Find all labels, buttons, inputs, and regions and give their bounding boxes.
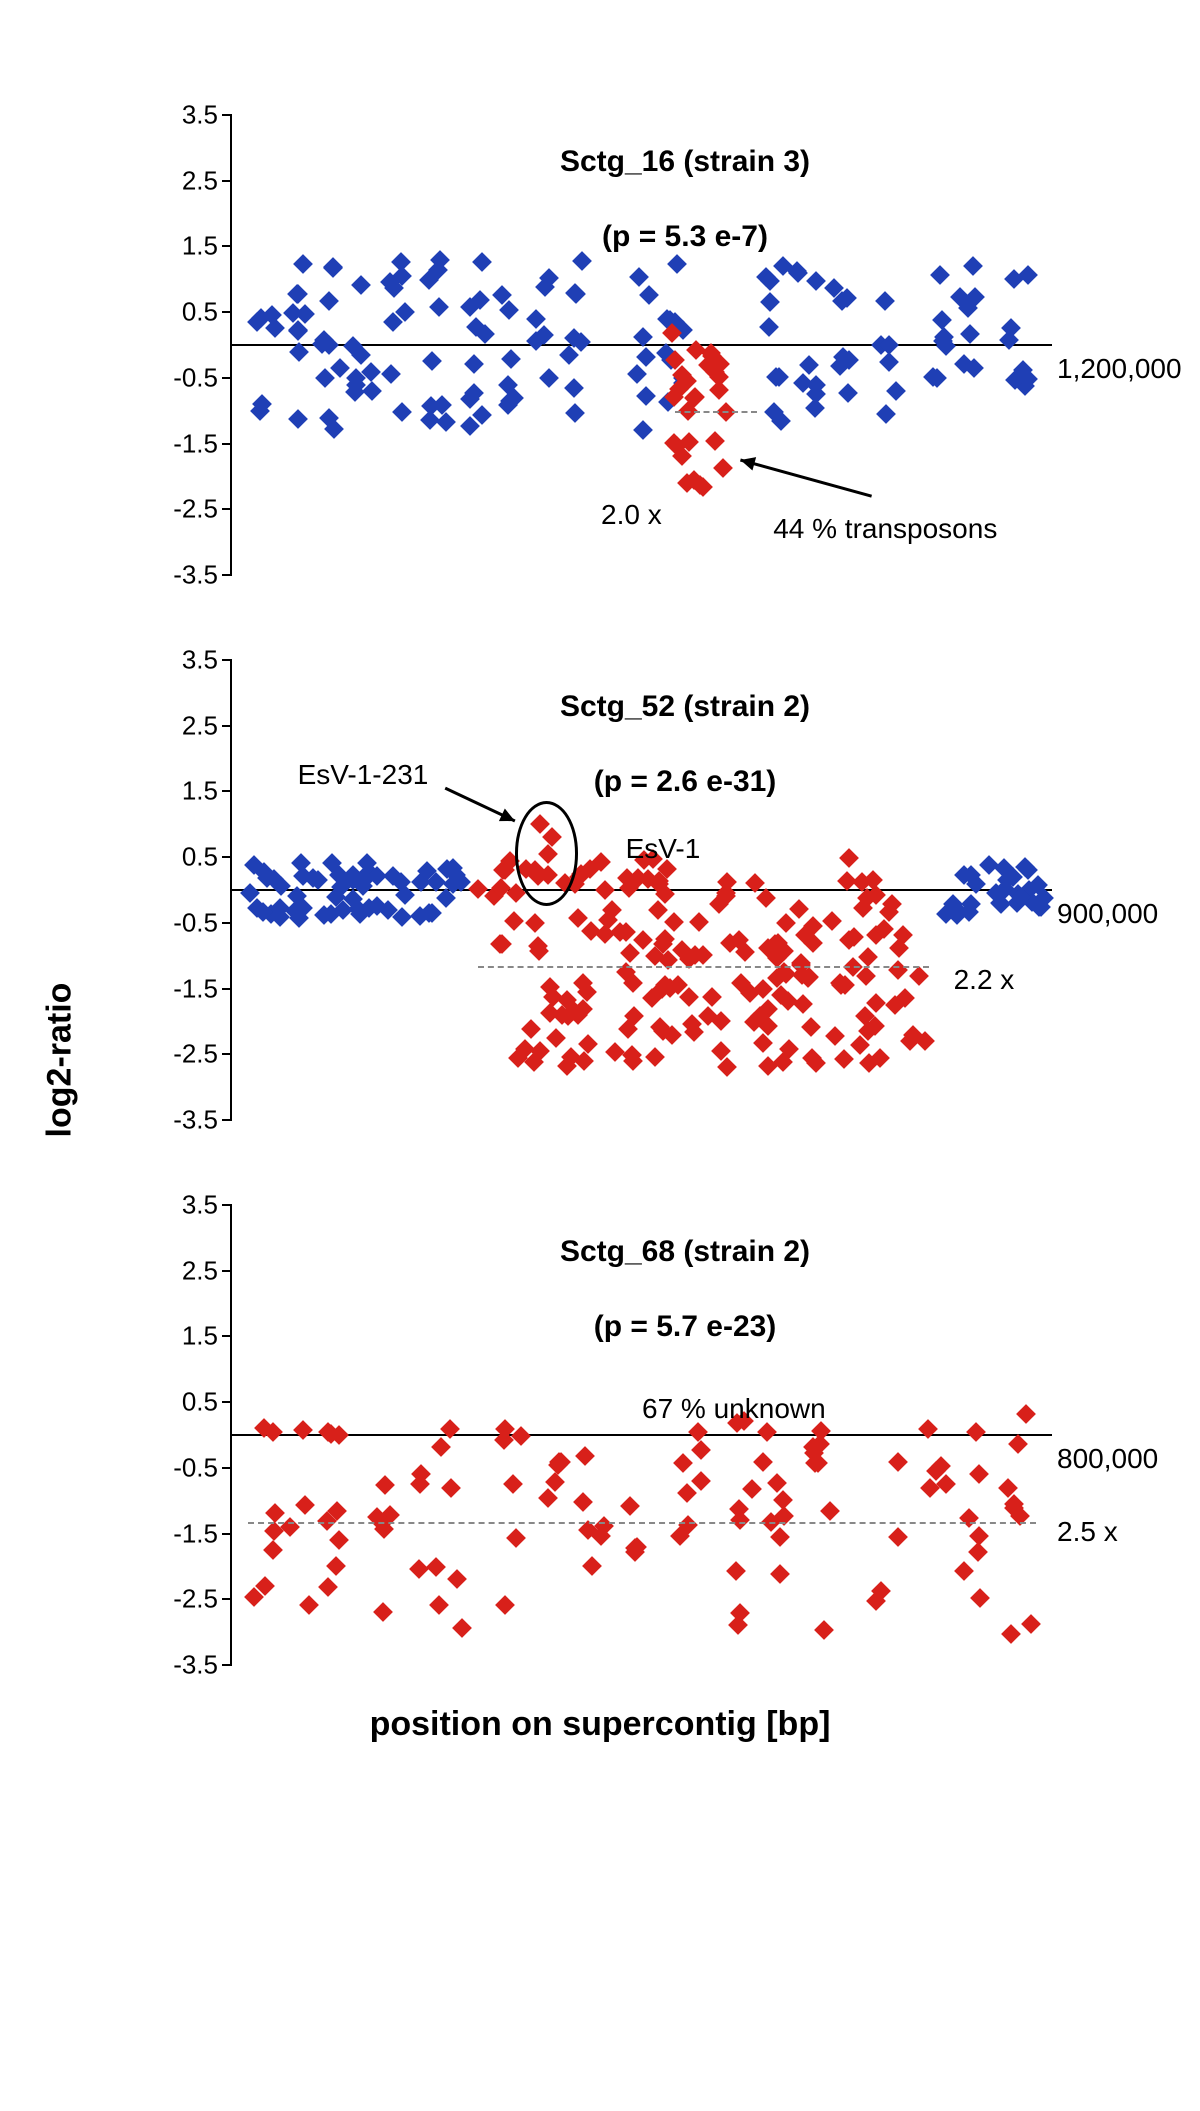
data-point bbox=[969, 1464, 989, 1484]
data-point bbox=[447, 1569, 467, 1589]
data-point bbox=[814, 1620, 834, 1640]
data-point bbox=[968, 1542, 988, 1562]
x-axis-label: position on supercontig [bp] bbox=[0, 1705, 1200, 1744]
y-tick-label: -3.5 bbox=[173, 1650, 232, 1681]
plot-area: -3.5-2.5-1.5-0.50.51.52.53.5800,00067 % … bbox=[230, 1205, 1052, 1665]
y-tick-label: -1.5 bbox=[173, 973, 232, 1004]
data-point bbox=[326, 1556, 346, 1576]
y-tick-label: 2.5 bbox=[182, 1255, 232, 1286]
data-point bbox=[575, 1446, 595, 1466]
y-tick-label: 1.5 bbox=[182, 776, 232, 807]
figure: log2-ratio Sctg_16 (strain 3) (p = 5.3 e… bbox=[0, 0, 1200, 1774]
data-point bbox=[727, 1561, 747, 1581]
data-point bbox=[582, 1556, 602, 1576]
data-point bbox=[280, 1517, 300, 1537]
data-point bbox=[1001, 1624, 1021, 1644]
data-point bbox=[293, 1421, 313, 1441]
arrow-icon bbox=[232, 115, 1052, 575]
panel-sctg-52: Sctg_52 (strain 2) (p = 2.6 e-31) -3.5-2… bbox=[230, 660, 1090, 1120]
data-point bbox=[888, 1452, 908, 1472]
esv-1-annotation: EsV-1 bbox=[626, 833, 701, 865]
data-point bbox=[954, 1561, 974, 1581]
data-point bbox=[888, 1527, 908, 1547]
data-point bbox=[770, 1527, 790, 1547]
data-point bbox=[1021, 1614, 1041, 1634]
data-point bbox=[452, 1618, 472, 1638]
plot-area: -3.5-2.5-1.5-0.50.51.52.53.5900,000EsV-1… bbox=[230, 660, 1052, 1120]
unknown-annotation: 67 % unknown bbox=[642, 1393, 826, 1425]
data-point bbox=[920, 1478, 940, 1498]
data-point bbox=[692, 1471, 712, 1491]
y-tick-label: -0.5 bbox=[173, 907, 232, 938]
data-point bbox=[318, 1577, 338, 1597]
data-point bbox=[742, 1479, 762, 1499]
data-point bbox=[503, 1474, 523, 1494]
panel-sctg-16: Sctg_16 (strain 3) (p = 5.3 e-7) -3.5-2.… bbox=[230, 115, 1090, 575]
y-tick-label: -1.5 bbox=[173, 428, 232, 459]
data-point bbox=[299, 1595, 319, 1615]
esv-231-annotation: EsV-1-231 bbox=[298, 759, 429, 791]
x-max-label: 800,000 bbox=[1057, 1443, 1158, 1475]
x-max-label: 1,200,000 bbox=[1057, 353, 1182, 385]
data-point bbox=[966, 1422, 986, 1442]
data-point bbox=[430, 1595, 450, 1615]
data-point bbox=[409, 1559, 429, 1579]
data-point bbox=[753, 1452, 773, 1472]
arrow-icon bbox=[232, 660, 1052, 1120]
y-tick-label: 1.5 bbox=[182, 1321, 232, 1352]
panel-sctg-68: Sctg_68 (strain 2) (p = 5.7 e-23) -3.5-2… bbox=[230, 1205, 1090, 1665]
data-point bbox=[970, 1588, 990, 1608]
y-tick-label: 0.5 bbox=[182, 1387, 232, 1418]
data-point bbox=[495, 1595, 515, 1615]
data-point bbox=[959, 1508, 979, 1528]
data-point bbox=[691, 1441, 711, 1461]
data-point bbox=[441, 1478, 461, 1498]
y-tick-label: 2.5 bbox=[182, 165, 232, 196]
fold-annotation: 2.5 x bbox=[1057, 1516, 1118, 1548]
y-tick-label: 3.5 bbox=[182, 645, 232, 676]
fold-annotation: 2.2 x bbox=[954, 964, 1015, 996]
y-tick-label: -0.5 bbox=[173, 1452, 232, 1483]
data-point bbox=[620, 1496, 640, 1516]
data-point bbox=[265, 1503, 285, 1523]
data-point bbox=[1016, 1404, 1036, 1424]
y-tick-label: 0.5 bbox=[182, 842, 232, 873]
data-point bbox=[263, 1540, 283, 1560]
y-tick-label: 2.5 bbox=[182, 710, 232, 741]
data-point bbox=[770, 1564, 790, 1584]
mean-line bbox=[248, 1522, 1035, 1524]
data-point bbox=[295, 1495, 315, 1515]
x-max-label: 900,000 bbox=[1057, 898, 1158, 930]
y-axis-label: log2-ratio bbox=[41, 983, 80, 1138]
data-point bbox=[373, 1602, 393, 1622]
data-point bbox=[820, 1501, 840, 1521]
y-tick-label: -2.5 bbox=[173, 1039, 232, 1070]
y-tick-label: -3.5 bbox=[173, 1105, 232, 1136]
data-point bbox=[426, 1558, 446, 1578]
y-tick-label: -0.5 bbox=[173, 362, 232, 393]
y-tick-label: 3.5 bbox=[182, 1190, 232, 1221]
data-point bbox=[673, 1453, 693, 1473]
data-point bbox=[1008, 1434, 1028, 1454]
data-point bbox=[506, 1529, 526, 1549]
plot-area: -3.5-2.5-1.5-0.50.51.52.53.51,200,0002.0… bbox=[230, 115, 1052, 575]
data-point bbox=[431, 1437, 451, 1457]
y-tick-label: 3.5 bbox=[182, 100, 232, 131]
data-point bbox=[573, 1492, 593, 1512]
data-point bbox=[329, 1530, 349, 1550]
data-point bbox=[264, 1521, 284, 1541]
data-point bbox=[677, 1483, 697, 1503]
y-tick-label: -1.5 bbox=[173, 1518, 232, 1549]
y-tick-label: 0.5 bbox=[182, 297, 232, 328]
data-point bbox=[688, 1423, 708, 1443]
y-tick-label: -2.5 bbox=[173, 1584, 232, 1615]
y-tick-label: -3.5 bbox=[173, 560, 232, 591]
y-tick-label: 1.5 bbox=[182, 231, 232, 262]
data-point bbox=[375, 1475, 395, 1495]
y-tick-label: -2.5 bbox=[173, 494, 232, 525]
